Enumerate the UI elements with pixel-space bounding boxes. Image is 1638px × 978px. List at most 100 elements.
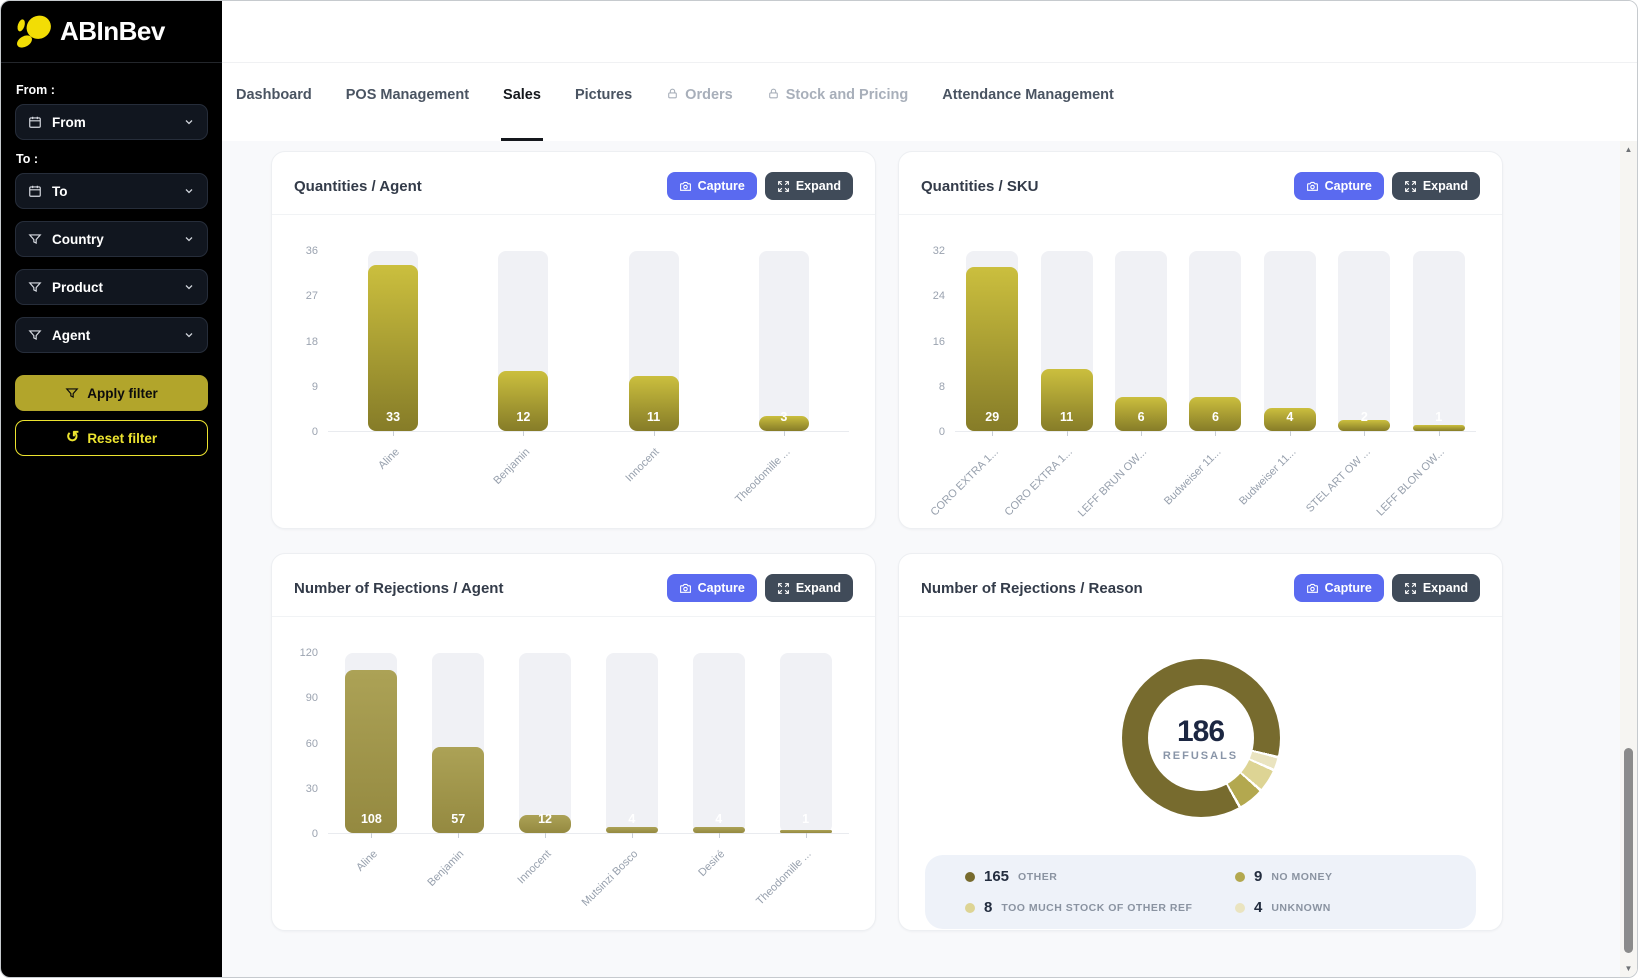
bar[interactable] [692, 826, 745, 833]
card-title: Quantities / SKU [921, 177, 1039, 195]
y-tick-label: 24 [932, 290, 945, 303]
legend-dot-icon [965, 902, 975, 913]
expand-button[interactable]: Expand [1391, 172, 1480, 200]
bar[interactable] [758, 415, 809, 431]
bar[interactable] [1338, 419, 1391, 431]
bar[interactable] [1263, 408, 1316, 431]
legend-item: 165 OTHER [965, 868, 1235, 885]
x-axis-label: Innocent [515, 848, 554, 887]
y-tick-label: 0 [938, 426, 945, 438]
bar[interactable] [519, 814, 572, 833]
bar-track [1263, 251, 1316, 431]
expand-button[interactable]: Expand [764, 574, 853, 602]
x-axis-label: LEFF BLON OW... [1374, 446, 1448, 519]
capture-button[interactable]: Capture [1293, 574, 1384, 602]
y-tick-label: 9 [311, 380, 318, 393]
legend-value: 8 [984, 899, 993, 916]
tab-dashboard[interactable]: Dashboard [236, 87, 312, 141]
agent-select[interactable]: Agent [15, 317, 208, 353]
capture-label: Capture [1324, 581, 1372, 595]
scroll-down-arrow-icon[interactable]: ▼ [1624, 964, 1633, 973]
bar-column: 29 CORO EXTRA 1... [928, 251, 1019, 518]
bar-value-label: 57 [451, 812, 466, 826]
legend-label: TOO MUCH STOCK OF OTHER REF [1001, 901, 1193, 914]
tab-orders[interactable]: Orders [666, 87, 733, 141]
bar-column: 108 Aline [345, 653, 398, 874]
bar-column: 3 Theodomille ... [733, 251, 809, 506]
bar[interactable] [628, 375, 679, 431]
x-axis-label: Theodomille ... [732, 446, 793, 506]
tab-attendance-management[interactable]: Attendance Management [942, 87, 1114, 141]
bar-column: 33 Aline [368, 251, 419, 472]
bar-chart-rejections-agent: 0 30 60 90 120 108 Aline 57 Benjamin 12 Innocent 4… [272, 617, 875, 909]
bar[interactable] [1412, 425, 1465, 431]
tab-stock-and-pricing[interactable]: Stock and Pricing [767, 87, 908, 141]
bar[interactable] [432, 747, 485, 833]
tab-sales[interactable]: Sales [501, 87, 543, 141]
y-tick-label: 16 [932, 335, 945, 348]
bar[interactable] [1115, 397, 1168, 431]
scroll-up-arrow-icon[interactable]: ▲ [1624, 145, 1633, 154]
chevron-down-icon [183, 233, 195, 245]
to-date-select[interactable]: To [15, 173, 208, 209]
bar[interactable] [368, 265, 419, 431]
expand-label: Expand [795, 581, 841, 595]
card-title: Quantities / Agent [294, 177, 422, 195]
tab-label: POS Management [345, 87, 470, 103]
bar[interactable] [498, 370, 549, 431]
card-quantities-sku: Quantities / SKU Capture Expand 0 8 16 24 32 [898, 151, 1503, 529]
reset-icon: ↺ [65, 429, 80, 446]
tab-pictures[interactable]: Pictures [575, 87, 632, 141]
donut-ring[interactable]: 186 REFUSALS [1121, 659, 1280, 817]
reset-filter-button[interactable]: ↺ Reset filter [15, 420, 208, 456]
expand-button[interactable]: Expand [1391, 574, 1480, 602]
bar[interactable] [966, 266, 1019, 431]
bar[interactable] [1189, 397, 1242, 431]
y-axis: 0 8 16 24 32 [915, 245, 955, 438]
from-date-select[interactable]: From [15, 104, 208, 140]
y-tick-label: 60 [305, 737, 318, 750]
camera-icon [679, 582, 692, 595]
plot-area: 108 Aline 57 Benjamin 12 Innocent 4 Mutsinzi Bo… [328, 653, 849, 909]
x-axis-label: Desiré [696, 848, 728, 879]
x-axis-label: Budweiser 11... [1162, 446, 1224, 508]
x-axis-label: Mutsinzi Bosco [579, 848, 641, 909]
country-select[interactable]: Country [15, 221, 208, 257]
camera-icon [1306, 582, 1319, 595]
bar-track [1338, 251, 1391, 431]
reset-filter-label: Reset filter [87, 430, 158, 446]
bar-value-label: 4 [715, 812, 723, 826]
capture-button[interactable]: Capture [666, 574, 757, 602]
x-axis-label: CORO EXTRA 1... [1002, 446, 1076, 519]
x-axis-label: LEFF BRUN OW... [1076, 446, 1150, 520]
bar-column: 4 Desiré [692, 653, 745, 879]
x-axis-label: Budweiser 11... [1236, 446, 1299, 508]
bar-value-label: 11 [1060, 410, 1074, 424]
lock-icon [666, 87, 679, 100]
donut-total: 186 [1176, 714, 1225, 748]
plot-area: 29 CORO EXTRA 1... 11 CORO EXTRA 1... 6 LEFF … [928, 251, 1476, 519]
expand-icon [1404, 582, 1417, 595]
capture-button[interactable]: Capture [666, 172, 757, 200]
bar-value-label: 108 [360, 812, 382, 826]
brand-logo: ABInBev [1, 1, 222, 63]
bar[interactable] [605, 826, 658, 833]
capture-button[interactable]: Capture [1293, 172, 1384, 200]
bar[interactable] [1040, 368, 1093, 431]
apply-filter-button[interactable]: Apply filter [15, 375, 208, 411]
expand-icon [1404, 180, 1417, 193]
tab-pos-management[interactable]: POS Management [346, 87, 469, 141]
expand-button[interactable]: Expand [764, 172, 853, 200]
bar[interactable] [345, 670, 398, 833]
x-axis-label: Aline [354, 848, 380, 874]
tab-label: Dashboard [236, 87, 312, 103]
vertical-scrollbar[interactable]: ▲ ▼ [1620, 141, 1637, 977]
product-select[interactable]: Product [15, 269, 208, 305]
y-tick-label: 0 [311, 828, 318, 840]
funnel-icon [28, 232, 42, 246]
scrollbar-thumb[interactable] [1624, 748, 1633, 953]
card-rejections-reason: Number of Rejections / Reason Capture Ex… [898, 553, 1503, 931]
legend-dot-icon [1235, 902, 1245, 913]
bar[interactable] [779, 830, 832, 833]
from-date-value: From [52, 114, 86, 130]
